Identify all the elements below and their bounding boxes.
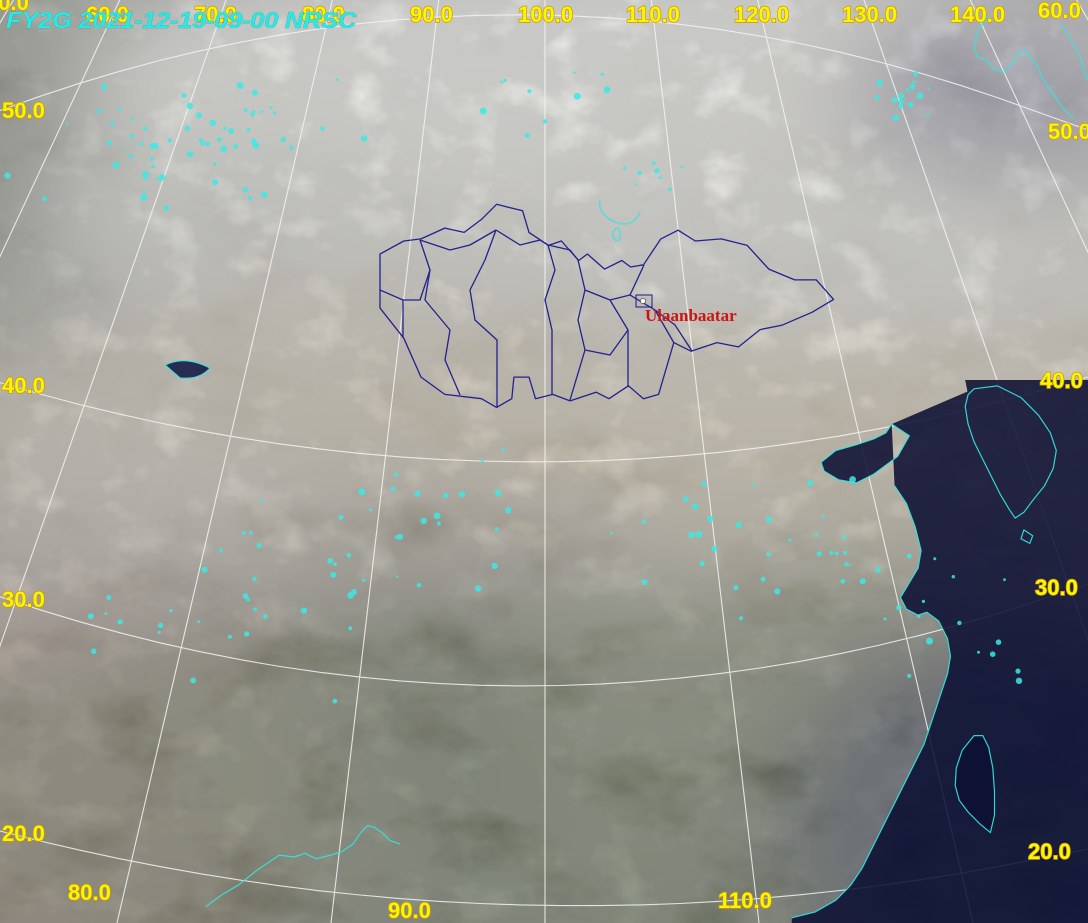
svg-text:110.0: 110.0	[718, 888, 772, 913]
svg-text:20.0: 20.0	[1028, 839, 1071, 864]
svg-text:90.0: 90.0	[388, 898, 431, 923]
svg-text:Ulaanbaatar: Ulaanbaatar	[645, 306, 737, 325]
svg-text:130.0: 130.0	[842, 2, 897, 27]
svg-text:140.0: 140.0	[950, 2, 1005, 27]
svg-text:110.0: 110.0	[626, 2, 680, 27]
svg-text:100.0: 100.0	[518, 2, 573, 27]
svg-text:FY2G 2021-12-19-09-00 NRSC: FY2G 2021-12-19-09-00 NRSC	[6, 7, 357, 33]
svg-text:30.0: 30.0	[1035, 575, 1078, 600]
svg-text:90.0: 90.0	[410, 2, 453, 27]
svg-text:50.0: 50.0	[2, 98, 45, 123]
svg-text:30.0: 30.0	[2, 587, 45, 612]
svg-text:20.0: 20.0	[2, 821, 45, 846]
svg-text:120.0: 120.0	[734, 2, 789, 27]
svg-text:40.0: 40.0	[1040, 368, 1083, 393]
svg-text:60.0: 60.0	[1038, 0, 1081, 23]
svg-text:50.0: 50.0	[1048, 119, 1088, 144]
svg-text:40.0: 40.0	[2, 373, 45, 398]
svg-text:80.0: 80.0	[68, 880, 111, 905]
